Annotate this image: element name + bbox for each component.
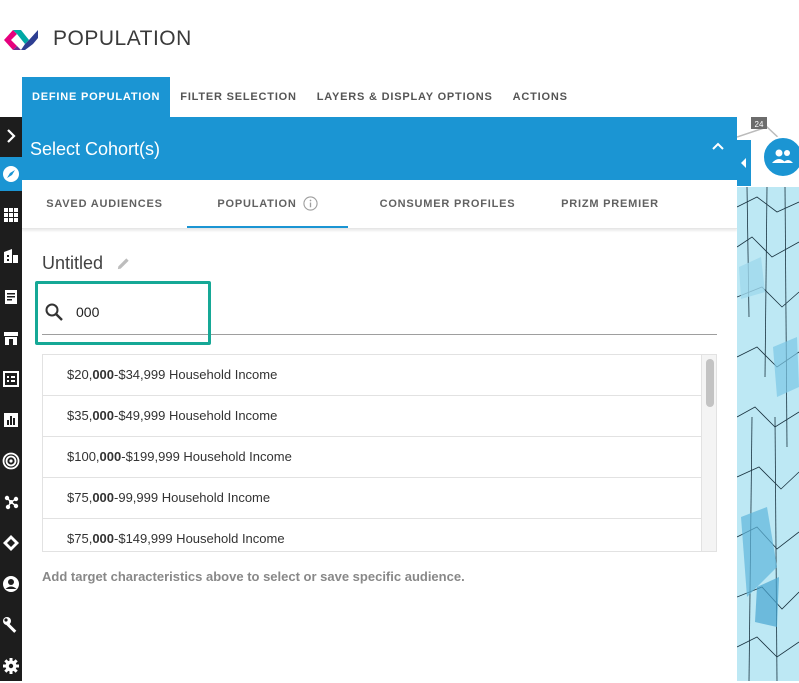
grid-icon: [4, 208, 18, 222]
rail-building-button[interactable]: [0, 239, 22, 273]
rail-wrench-button[interactable]: [0, 608, 22, 642]
panel-header: Select Cohort(s): [22, 117, 737, 180]
bar-chart-icon: [4, 413, 18, 427]
result-item[interactable]: $75,000-99,999 Household Income: [43, 478, 703, 519]
results-scrollbar-thumb[interactable]: [706, 359, 714, 407]
checklist-icon: [3, 371, 19, 387]
result-text-post: -$199,999 Household Income: [121, 449, 292, 464]
people-icon: [772, 149, 793, 163]
rail-grid-button[interactable]: [0, 198, 22, 232]
search-input[interactable]: [76, 300, 376, 324]
cohort-sub-tabs: SAVED AUDIENCES POPULATION CONSUMER PROF…: [22, 180, 737, 229]
result-item[interactable]: $20,000-$34,999 Household Income: [43, 355, 703, 396]
info-icon[interactable]: [303, 195, 318, 211]
search-results-list: $20,000-$34,999 Household Income $35,000…: [42, 354, 717, 552]
tab-population[interactable]: POPULATION: [187, 180, 348, 228]
result-text-match: 000: [92, 531, 115, 546]
rail-target-button[interactable]: [0, 444, 22, 478]
result-text-pre: $20,: [67, 367, 93, 382]
building-icon: [4, 249, 18, 263]
tab-layers-display-options[interactable]: LAYERS & DISPLAY OPTIONS: [316, 91, 493, 103]
result-text-pre: $35,: [67, 408, 93, 423]
app-title: POPULATION: [53, 27, 192, 50]
cohort-name[interactable]: Untitled: [42, 253, 104, 273]
network-icon: [4, 495, 19, 510]
search-field: [42, 283, 717, 335]
tab-prizm-premier-label: PRIZM PREMIER: [561, 198, 659, 210]
rail-population-button[interactable]: [0, 157, 22, 191]
map-canvas: 24: [737, 117, 799, 681]
result-text-pre: $100,: [67, 449, 100, 464]
app-logo-icon: [4, 30, 38, 50]
result-item[interactable]: $35,000-$49,999 Household Income: [43, 396, 703, 437]
result-text-match: 000: [92, 490, 115, 505]
hint-text: Add target characteristics above to sele…: [42, 569, 465, 584]
wrench-icon: [3, 617, 17, 633]
tab-define-population[interactable]: DEFINE POPULATION: [22, 77, 171, 117]
store-icon: [4, 332, 18, 345]
tab-consumer-profiles[interactable]: CONSUMER PROFILES: [355, 180, 540, 228]
left-icon-rail: [0, 117, 22, 681]
chevron-left-icon: [741, 158, 746, 168]
gear-icon: [3, 658, 19, 674]
result-text-match: 000: [92, 367, 115, 382]
tab-actions[interactable]: ACTIONS: [512, 91, 568, 103]
rail-expand-button[interactable]: [0, 119, 22, 153]
rail-diamond-button[interactable]: [0, 526, 22, 560]
tab-filter-selection[interactable]: FILTER SELECTION: [180, 91, 297, 103]
rail-report-button[interactable]: [0, 280, 22, 314]
chevron-up-icon[interactable]: [709, 137, 727, 155]
result-text-post: -99,999 Household Income: [114, 490, 271, 505]
user-circle-icon: [3, 576, 19, 592]
rail-settings-button[interactable]: [0, 649, 22, 683]
tab-saved-audiences[interactable]: SAVED AUDIENCES: [22, 180, 187, 228]
road-shield-label: 24: [755, 120, 764, 129]
map-people-button[interactable]: [762, 136, 799, 178]
result-item[interactable]: $100,000-$199,999 Household Income: [43, 437, 703, 478]
report-icon: [5, 290, 17, 304]
rail-store-button[interactable]: [0, 321, 22, 355]
rail-bar-chart-button[interactable]: [0, 403, 22, 437]
result-text-post: -$49,999 Household Income: [114, 408, 278, 423]
select-cohort-panel: Select Cohort(s) SAVED AUDIENCES POPULAT…: [22, 117, 737, 681]
result-text-post: -$34,999 Household Income: [114, 367, 278, 382]
rail-checklist-button[interactable]: [0, 362, 22, 396]
app-header: POPULATION: [0, 0, 799, 77]
result-text-match: 000: [99, 449, 122, 464]
map-view[interactable]: 24: [737, 117, 799, 681]
results-scrollbar[interactable]: [701, 355, 716, 551]
panel-title: Select Cohort(s): [30, 139, 161, 159]
result-text-post: -$149,999 Household Income: [114, 531, 285, 546]
main-nav: DEFINE POPULATION FILTER SELECTION LAYER…: [22, 77, 578, 117]
chevron-right-icon: [7, 129, 16, 143]
result-text-pre: $75,: [67, 490, 93, 505]
diamond-arrows-icon: [3, 535, 19, 551]
compass-icon: [3, 166, 19, 182]
map-collapse-toggle[interactable]: [737, 140, 751, 186]
result-text-match: 000: [92, 408, 115, 423]
tab-prizm-premier[interactable]: PRIZM PREMIER: [540, 180, 680, 228]
tab-saved-audiences-label: SAVED AUDIENCES: [46, 198, 163, 210]
rail-network-button[interactable]: [0, 485, 22, 519]
pencil-icon[interactable]: [116, 256, 131, 271]
rail-user-button[interactable]: [0, 567, 22, 601]
search-icon: [45, 303, 63, 321]
target-icon: [2, 452, 20, 470]
tab-consumer-profiles-label: CONSUMER PROFILES: [379, 198, 516, 210]
result-text-pre: $75,: [67, 531, 93, 546]
tab-population-label: POPULATION: [217, 198, 297, 210]
result-item[interactable]: $75,000-$149,999 Household Income: [43, 519, 703, 551]
